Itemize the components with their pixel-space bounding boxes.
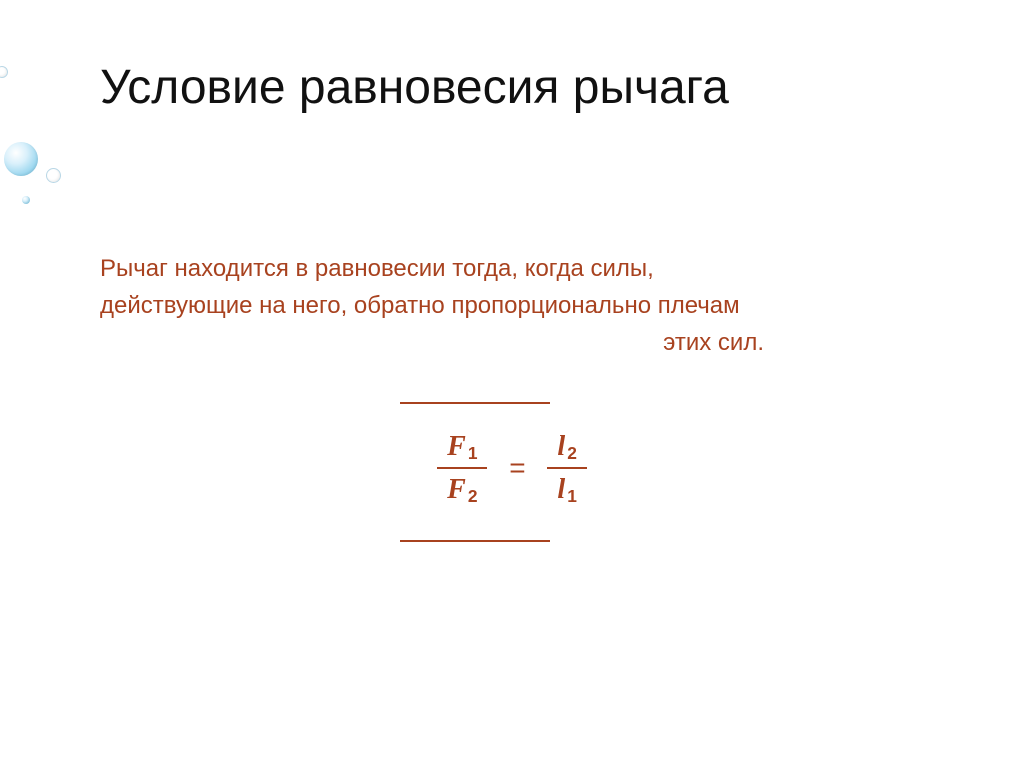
bubble-icon — [4, 142, 38, 176]
slide: Условие равновесия рычага Рычаг находитс… — [0, 0, 1024, 768]
definition-text: Рычаг находится в равновесии тогда, когд… — [100, 250, 944, 362]
fraction-numerator: l2 — [547, 430, 586, 469]
fraction-denominator: l1 — [547, 469, 586, 506]
equals-sign: = — [509, 452, 525, 484]
horizontal-rule-top — [400, 402, 550, 404]
symbol-F1: F — [447, 431, 466, 462]
fraction-forces: F1 F2 — [437, 430, 487, 506]
bubble-icon — [0, 66, 8, 78]
definition-line-2: действующие на него, обратно пропорциона… — [100, 287, 944, 324]
slide-decorative-bubbles — [0, 0, 80, 300]
subscript: 2 — [468, 486, 478, 506]
bubble-icon — [46, 168, 61, 183]
bubble-icon — [22, 196, 30, 204]
symbol-F2: F — [447, 474, 466, 505]
definition-line-1: Рычаг находится в равновесии тогда, когд… — [100, 255, 654, 282]
slide-title: Условие равновесия рычага — [100, 60, 729, 115]
fraction-denominator: F2 — [437, 469, 487, 506]
symbol-l2: l — [557, 431, 565, 462]
fraction-arms: l2 l1 — [547, 430, 586, 506]
subscript: 1 — [567, 486, 577, 506]
fraction-numerator: F1 — [437, 430, 487, 469]
symbol-l1: l — [557, 474, 565, 505]
definition-line-3: этих сил. — [100, 324, 944, 361]
subscript: 2 — [567, 443, 577, 463]
subscript: 1 — [468, 443, 478, 463]
equilibrium-formula: F1 F2 = l2 l1 — [0, 430, 1024, 506]
horizontal-rule-bottom — [400, 540, 550, 542]
